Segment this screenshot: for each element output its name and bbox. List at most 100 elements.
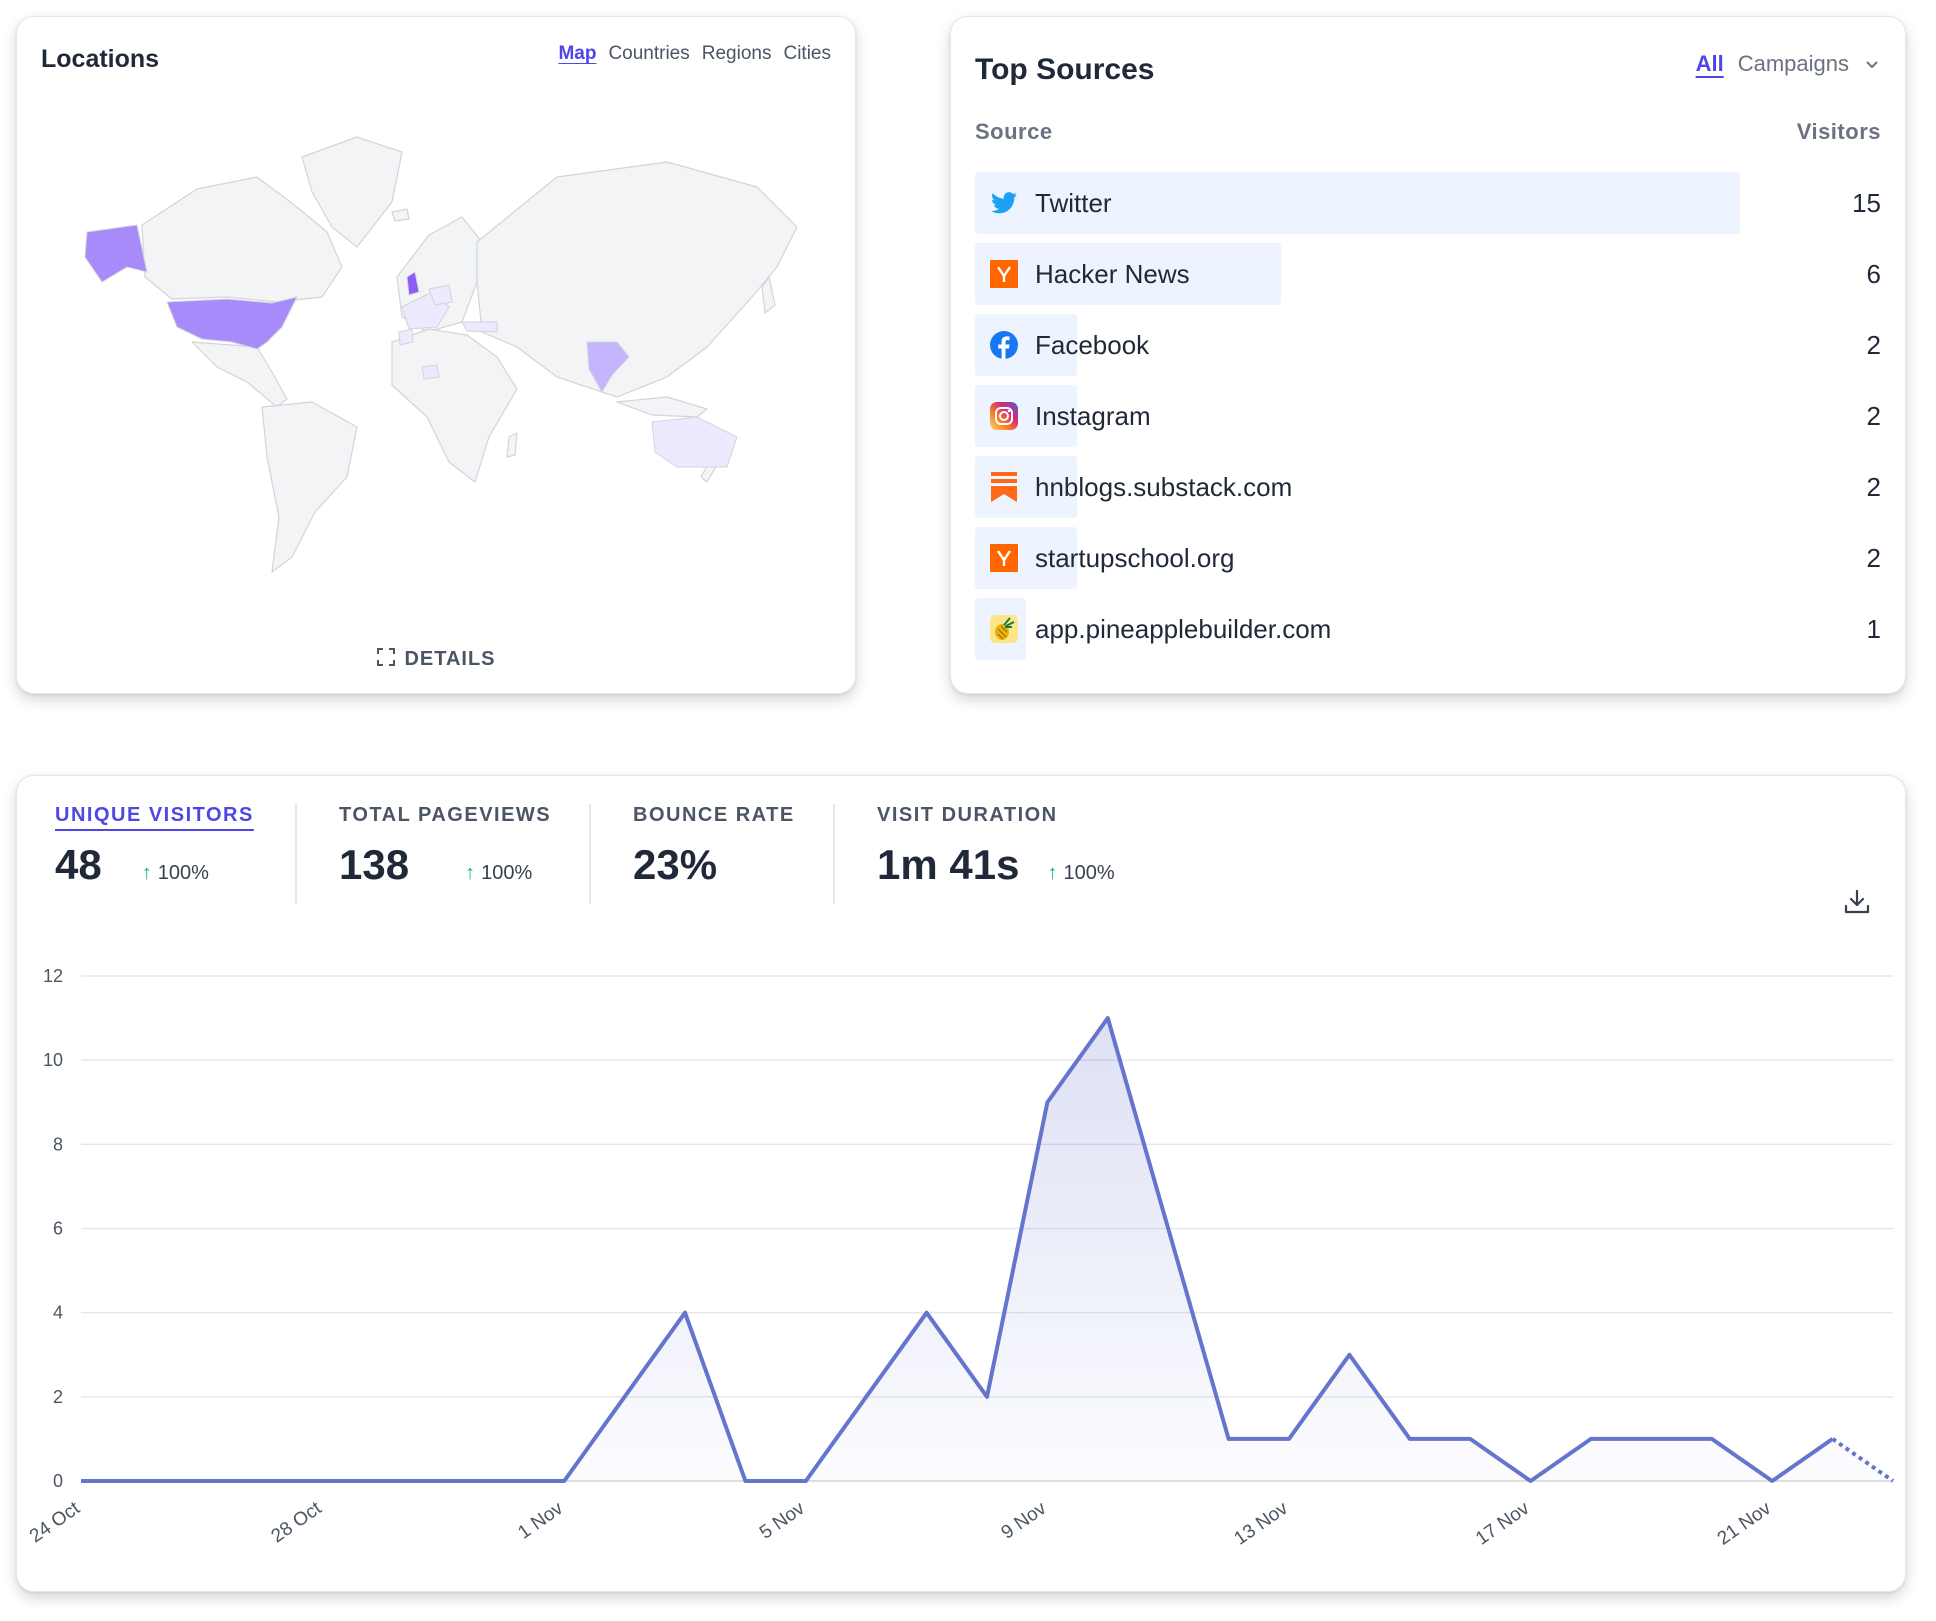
x-tick-label: 21 Nov	[1714, 1498, 1776, 1550]
stat-label: UNIQUE VISITORS	[55, 804, 254, 826]
hacker-news-icon	[989, 259, 1019, 289]
stat-unique-visitors[interactable]: UNIQUE VISITORS 48 ↑ 100%	[55, 804, 254, 889]
substack-icon	[989, 472, 1019, 502]
source-name: Hacker News	[1035, 258, 1190, 289]
stat-visit-duration[interactable]: VISIT DURATION 1m 41s ↑ 100%	[877, 804, 1115, 889]
chevron-down-icon[interactable]	[1863, 55, 1881, 73]
map-mexico[interactable]	[191, 341, 288, 408]
y-tick-label: 8	[53, 1134, 63, 1154]
source-row-startupschool[interactable]: startupschool.org 2	[975, 527, 1881, 589]
visitors-chart-card: 0 2 4 6 8 10 12 24 Oct 28 Oct 1 Nov 5 Nov 9 Nov 13 N…	[16, 775, 1906, 1592]
map-germany[interactable]	[428, 284, 453, 306]
stat-value: 138	[339, 841, 410, 888]
source-name: hnblogs.substack.com	[1035, 471, 1293, 502]
stat-divider	[833, 804, 835, 904]
series-line	[81, 1016, 1834, 1483]
tab-campaigns[interactable]: Campaigns	[1737, 51, 1849, 76]
twitter-icon	[989, 188, 1019, 218]
map-africa[interactable]	[391, 328, 518, 483]
source-name: startupschool.org	[1035, 542, 1235, 573]
map-canada[interactable]	[141, 176, 343, 303]
source-bar	[975, 172, 1740, 234]
stat-change: 100%	[481, 862, 533, 884]
tab-all[interactable]: All	[1695, 51, 1724, 76]
top-sources-card: Top Sources All Campaigns Source Visitor…	[950, 16, 1906, 694]
arrow-up-icon: ↑	[141, 862, 152, 884]
stat-label: VISIT DURATION	[877, 804, 1058, 826]
tab-regions[interactable]: Regions	[701, 43, 772, 64]
stat-value: 48	[55, 841, 102, 888]
map-india[interactable]	[586, 341, 630, 394]
world-map[interactable]	[57, 117, 827, 627]
sources-list: Twitter 15 Hacker News 6 Facebook 2	[975, 172, 1881, 669]
map-iceland[interactable]	[391, 208, 410, 222]
arrow-up-icon: ↑	[1047, 862, 1058, 884]
source-visitors: 2	[1866, 329, 1881, 360]
map-south-america[interactable]	[261, 401, 358, 573]
source-row-substack[interactable]: hnblogs.substack.com 2	[975, 456, 1881, 518]
map-uk[interactable]	[406, 271, 420, 296]
stat-label: TOTAL PAGEVIEWS	[339, 804, 552, 826]
map-turkey[interactable]	[461, 321, 498, 333]
stat-divider	[589, 804, 591, 904]
map-madagascar[interactable]	[506, 432, 518, 458]
source-row-facebook[interactable]: Facebook 2	[975, 314, 1881, 376]
source-row-pineapple[interactable]: app.pineapplebuilder.com 1	[975, 598, 1881, 660]
y-tick-label: 6	[53, 1219, 63, 1239]
stat-change: 100%	[1063, 862, 1115, 884]
source-bar	[975, 243, 1281, 305]
locations-card: Locations Map Countries Regions Cities	[16, 16, 856, 694]
startupschool-icon	[989, 543, 1019, 573]
source-visitors: 15	[1852, 187, 1881, 218]
stat-bounce-rate[interactable]: BOUNCE RATE 23%	[633, 804, 795, 889]
map-nigeria[interactable]	[421, 364, 440, 380]
locations-tabs: Map Countries Regions Cities	[558, 43, 831, 65]
map-asia[interactable]	[476, 161, 798, 398]
tab-cities[interactable]: Cities	[783, 43, 831, 64]
locations-title: Locations	[41, 45, 160, 73]
arrow-up-icon: ↑	[465, 862, 476, 884]
top-sources-title: Top Sources	[975, 53, 1155, 86]
tab-map[interactable]: Map	[558, 43, 597, 64]
expand-icon	[377, 648, 396, 666]
x-tick-label: 13 Nov	[1231, 1498, 1293, 1550]
map-morocco[interactable]	[398, 328, 414, 346]
source-visitors: 2	[1866, 542, 1881, 573]
tab-countries[interactable]: Countries	[608, 43, 690, 64]
source-row-twitter[interactable]: Twitter 15	[975, 172, 1881, 234]
download-icon[interactable]	[1843, 888, 1871, 916]
source-row-hacker-news[interactable]: Hacker News 6	[975, 243, 1881, 305]
series-area	[81, 1018, 1893, 1481]
visitors-chart: 0 2 4 6 8 10 12 24 Oct 28 Oct 1 Nov 5 Nov 9 Nov 13 N…	[26, 966, 1895, 1550]
map-alaska[interactable]	[84, 224, 148, 283]
map-usa[interactable]	[166, 296, 298, 350]
x-tick-label: 28 Oct	[268, 1497, 326, 1547]
column-source: Source	[975, 119, 1053, 144]
pineapple-icon	[989, 614, 1019, 644]
stat-change: 100%	[157, 862, 209, 884]
stat-total-pageviews[interactable]: TOTAL PAGEVIEWS 138 ↑ 100%	[339, 804, 551, 889]
y-tick-label: 4	[53, 1303, 63, 1323]
source-name: Facebook	[1035, 329, 1150, 360]
map-japan[interactable]	[761, 276, 776, 314]
source-visitors: 2	[1866, 400, 1881, 431]
y-tick-label: 12	[43, 966, 63, 986]
x-tick-label: 17 Nov	[1472, 1498, 1534, 1550]
source-name: app.pineapplebuilder.com	[1035, 613, 1332, 644]
top-sources-tabs: All Campaigns	[1696, 51, 1881, 77]
map-australia[interactable]	[651, 416, 738, 468]
stat-value: 23%	[633, 841, 718, 888]
x-tick-label: 5 Nov	[756, 1498, 809, 1544]
map-indonesia[interactable]	[616, 396, 708, 418]
source-row-instagram[interactable]: Instagram 2	[975, 385, 1881, 447]
map-greenland[interactable]	[301, 136, 403, 248]
sources-table-header: Source Visitors	[975, 119, 1881, 145]
column-visitors: Visitors	[1796, 119, 1881, 144]
stat-divider	[295, 804, 297, 904]
instagram-icon	[989, 401, 1019, 431]
source-name: Twitter	[1035, 187, 1112, 218]
source-visitors: 6	[1866, 258, 1881, 289]
x-tick-label: 9 Nov	[998, 1498, 1051, 1544]
source-visitors: 1	[1866, 613, 1881, 644]
details-button[interactable]: DETAILS	[17, 647, 855, 671]
